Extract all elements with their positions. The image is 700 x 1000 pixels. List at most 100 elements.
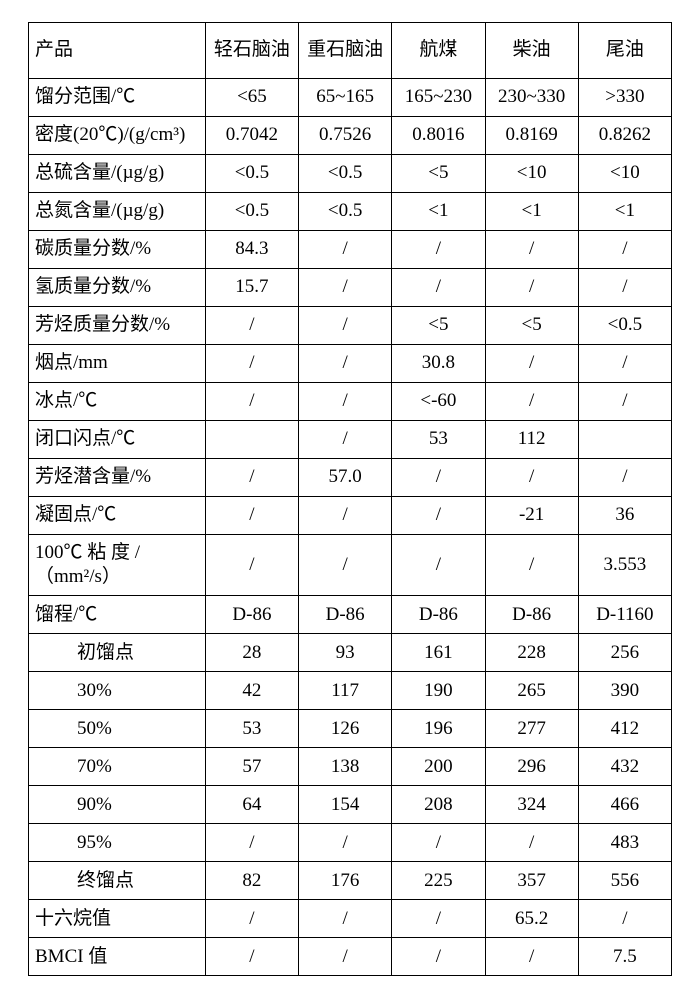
cell: 324 <box>485 786 578 824</box>
table-row: 50%53126196277412 <box>29 710 672 748</box>
cell: / <box>485 383 578 421</box>
cell: 176 <box>299 862 392 900</box>
cell: / <box>299 938 392 976</box>
cell: 0.8169 <box>485 117 578 155</box>
cell: / <box>205 383 298 421</box>
cell: 357 <box>485 862 578 900</box>
cell: / <box>485 269 578 307</box>
cell: 412 <box>578 710 671 748</box>
cell: 15.7 <box>205 269 298 307</box>
cell <box>205 421 298 459</box>
cell: / <box>392 938 485 976</box>
cell: 0.7042 <box>205 117 298 155</box>
cell: 390 <box>578 672 671 710</box>
table-row: 馏程/℃D-86D-86D-86D-86D-1160 <box>29 596 672 634</box>
row-label: 95% <box>29 824 206 862</box>
cell: 28 <box>205 634 298 672</box>
cell: / <box>205 535 298 596</box>
cell: 36 <box>578 497 671 535</box>
row-label: 冰点/℃ <box>29 383 206 421</box>
cell: 483 <box>578 824 671 862</box>
row-label: 100℃ 粘 度 /（mm²/s） <box>29 535 206 596</box>
table-row: 芳烃质量分数/%//<5<5<0.5 <box>29 307 672 345</box>
row-label: 氢质量分数/% <box>29 269 206 307</box>
cell: / <box>578 231 671 269</box>
cell: / <box>205 938 298 976</box>
row-label: 30% <box>29 672 206 710</box>
table-row: 凝固点/℃///-2136 <box>29 497 672 535</box>
header-col: 柴油 <box>485 23 578 79</box>
table-row: 氢质量分数/%15.7//// <box>29 269 672 307</box>
row-label: 总硫含量/(µg/g) <box>29 155 206 193</box>
cell: 0.8016 <box>392 117 485 155</box>
row-label: 烟点/mm <box>29 345 206 383</box>
cell: / <box>392 231 485 269</box>
row-label: 闭口闪点/℃ <box>29 421 206 459</box>
table-row: 十六烷值///65.2/ <box>29 900 672 938</box>
cell: 161 <box>392 634 485 672</box>
cell: D-1160 <box>578 596 671 634</box>
cell: <0.5 <box>205 155 298 193</box>
cell: D-86 <box>485 596 578 634</box>
cell: / <box>392 824 485 862</box>
cell: 84.3 <box>205 231 298 269</box>
cell: 277 <box>485 710 578 748</box>
cell: 117 <box>299 672 392 710</box>
table-row: 终馏点82176225357556 <box>29 862 672 900</box>
cell: 138 <box>299 748 392 786</box>
cell: 42 <box>205 672 298 710</box>
cell: / <box>299 269 392 307</box>
cell: 65~165 <box>299 79 392 117</box>
cell: D-86 <box>392 596 485 634</box>
table-row: 总硫含量/(µg/g)<0.5<0.5<5<10<10 <box>29 155 672 193</box>
cell: / <box>205 345 298 383</box>
cell: <10 <box>485 155 578 193</box>
row-label: 初馏点 <box>29 634 206 672</box>
cell: 432 <box>578 748 671 786</box>
cell: 256 <box>578 634 671 672</box>
cell: D-86 <box>205 596 298 634</box>
cell: 112 <box>485 421 578 459</box>
row-label: 50% <box>29 710 206 748</box>
properties-table: 产品 轻石脑油 重石脑油 航煤 柴油 尾油 馏分范围/℃<6565~165165… <box>28 22 672 976</box>
table-row: 密度(20℃)/(g/cm³)0.70420.75260.80160.81690… <box>29 117 672 155</box>
cell: / <box>299 383 392 421</box>
cell: <0.5 <box>578 307 671 345</box>
table-row: 馏分范围/℃<6565~165165~230230~330>330 <box>29 79 672 117</box>
cell: >330 <box>578 79 671 117</box>
row-label: 馏分范围/℃ <box>29 79 206 117</box>
header-col: 航煤 <box>392 23 485 79</box>
cell: <10 <box>578 155 671 193</box>
cell: -21 <box>485 497 578 535</box>
cell: 225 <box>392 862 485 900</box>
table-header-row: 产品 轻石脑油 重石脑油 航煤 柴油 尾油 <box>29 23 672 79</box>
cell: 165~230 <box>392 79 485 117</box>
cell: / <box>485 231 578 269</box>
cell: / <box>205 497 298 535</box>
header-label: 产品 <box>29 23 206 79</box>
cell: / <box>205 459 298 497</box>
cell: / <box>299 535 392 596</box>
table-row: 碳质量分数/%84.3//// <box>29 231 672 269</box>
cell: 53 <box>205 710 298 748</box>
cell: 196 <box>392 710 485 748</box>
table-row: 95%////483 <box>29 824 672 862</box>
table-row: 冰点/℃//<-60// <box>29 383 672 421</box>
cell: / <box>392 497 485 535</box>
cell: / <box>485 938 578 976</box>
table-row: BMCI 值////7.5 <box>29 938 672 976</box>
cell: 200 <box>392 748 485 786</box>
cell: 7.5 <box>578 938 671 976</box>
cell: / <box>299 824 392 862</box>
cell: <-60 <box>392 383 485 421</box>
cell: <65 <box>205 79 298 117</box>
cell: <5 <box>392 155 485 193</box>
cell: <0.5 <box>299 155 392 193</box>
cell: / <box>299 231 392 269</box>
cell: <1 <box>485 193 578 231</box>
table-row: 烟点/mm//30.8// <box>29 345 672 383</box>
cell: 466 <box>578 786 671 824</box>
cell: 154 <box>299 786 392 824</box>
cell: 228 <box>485 634 578 672</box>
cell: / <box>299 345 392 383</box>
